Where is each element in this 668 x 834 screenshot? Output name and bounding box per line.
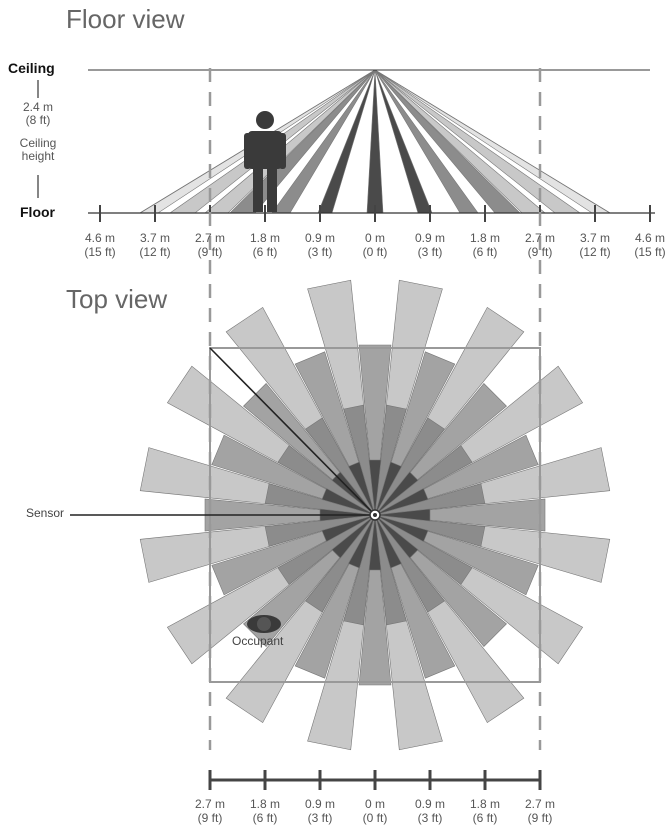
- core-beam: [321, 514, 376, 543]
- mid-beam: [358, 514, 392, 686]
- ceiling-height-caption: Ceiling: [19, 136, 57, 150]
- occupant-label: Occupant: [232, 634, 284, 648]
- ceiling-height-value-m: 2.4 m: [22, 100, 53, 114]
- floor-tick-label: 0.9 m (3 ft): [290, 231, 350, 259]
- floor-view-beams: [138, 69, 612, 214]
- core-beam: [368, 514, 382, 571]
- floor-tick-label: 1.8 m (6 ft): [235, 231, 295, 259]
- top-view-static: [70, 68, 542, 750]
- floor-tick-label: 4.6 m (15 ft): [620, 231, 668, 259]
- core-beam: [347, 514, 376, 569]
- floor-tick-label-ft: (9 ft): [197, 245, 223, 259]
- floor-tick-label: 4.6 m (15 ft): [70, 231, 130, 259]
- core-beam: [374, 487, 429, 516]
- core-beam: [374, 461, 403, 516]
- mid-beam: [358, 344, 392, 516]
- floor-tick-label: 2.7 m (9 ft): [510, 231, 570, 259]
- floor-tick-label-ft: (3 ft): [417, 245, 443, 259]
- bottom-tick-label: 0.9 m (3 ft): [290, 797, 350, 825]
- bottom-tick-label-ft: (9 ft): [527, 811, 553, 825]
- floor-tick-label-m: 0.9 m: [414, 231, 445, 245]
- bottom-tick-label-ft: (0 ft): [362, 811, 388, 825]
- floor-label: Floor: [20, 204, 55, 220]
- floor-tick-label-ft: (15 ft): [84, 245, 116, 259]
- ceiling-height-caption-2: height: [21, 149, 55, 163]
- top-view-beams: [139, 279, 611, 751]
- core-beam: [321, 487, 376, 516]
- corner-diagonal: [209, 347, 376, 516]
- bottom-axis: [208, 770, 542, 790]
- bottom-tick-label-m: 1.8 m: [469, 797, 500, 811]
- bottom-tick-label-m: 0.9 m: [304, 797, 335, 811]
- floor-tick-label-ft: (3 ft): [307, 245, 333, 259]
- bottom-tick-label-m: 2.7 m: [194, 797, 225, 811]
- floor-tick-label-ft: (9 ft): [527, 245, 553, 259]
- core-beam: [374, 514, 419, 559]
- floor-view-title: Floor view: [66, 4, 185, 34]
- ceiling-label: Ceiling: [8, 60, 55, 76]
- floor-tick-label-m: 0.9 m: [304, 231, 335, 245]
- floor-tick-label-m: 1.8 m: [249, 231, 280, 245]
- floor-view-axis: [37, 69, 655, 222]
- core-beam: [374, 471, 419, 516]
- floor-beam: [366, 69, 384, 214]
- bottom-tick-label: 1.8 m (6 ft): [455, 797, 515, 825]
- bottom-tick-label-ft: (9 ft): [197, 811, 223, 825]
- person-icon: [244, 111, 286, 212]
- bottom-tick-label: 0.9 m (3 ft): [400, 797, 460, 825]
- beam-edge: [374, 69, 611, 214]
- floor-tick-label-ft: (12 ft): [139, 245, 171, 259]
- core-beam: [374, 508, 431, 522]
- floor-beam: [374, 69, 479, 214]
- floor-tick-label-m: 3.7 m: [139, 231, 170, 245]
- floor-tick-label: 0 m (0 ft): [345, 231, 405, 259]
- floor-tick-label: 2.7 m (9 ft): [180, 231, 240, 259]
- floor-tick-label-m: 4.6 m: [84, 231, 115, 245]
- bottom-tick-label-m: 0 m: [364, 797, 385, 811]
- bottom-tick-label-ft: (3 ft): [417, 811, 443, 825]
- core-beam: [374, 514, 403, 569]
- floor-tick-label-m: 0 m: [364, 231, 385, 245]
- floor-tick-label-m: 4.6 m: [634, 231, 665, 245]
- floor-tick-label-ft: (6 ft): [252, 245, 278, 259]
- bottom-tick-label-ft: (6 ft): [472, 811, 498, 825]
- floor-tick-label-ft: (15 ft): [634, 245, 666, 259]
- floor-tick-label-m: 2.7 m: [194, 231, 225, 245]
- core-beam: [368, 459, 382, 516]
- bottom-tick-label: 1.8 m (6 ft): [235, 797, 295, 825]
- floor-tick-label-ft: (6 ft): [472, 245, 498, 259]
- core-beam: [331, 514, 376, 559]
- occupant-icon: [247, 615, 281, 633]
- ceiling-height-value-ft: (8 ft): [25, 113, 51, 127]
- bottom-tick-label: 0 m (0 ft): [345, 797, 405, 825]
- top-view-title: Top view: [66, 284, 168, 314]
- floor-tick-label: 3.7 m (12 ft): [125, 231, 185, 259]
- core-beam: [347, 461, 376, 516]
- floor-tick-label-m: 1.8 m: [469, 231, 500, 245]
- bottom-tick-label: 2.7 m (9 ft): [180, 797, 240, 825]
- floor-tick-label: 1.8 m (6 ft): [455, 231, 515, 259]
- floor-tick-label: 0.9 m (3 ft): [400, 231, 460, 259]
- mid-beam: [374, 498, 546, 532]
- bottom-tick-label-m: 0.9 m: [414, 797, 445, 811]
- floor-beam: [271, 69, 376, 214]
- bottom-tick-label-ft: (6 ft): [252, 811, 278, 825]
- floor-tick-label-ft: (0 ft): [362, 245, 388, 259]
- bottom-tick-label-m: 2.7 m: [524, 797, 555, 811]
- floor-tick-label: 3.7 m (12 ft): [565, 231, 625, 259]
- core-beam: [374, 514, 429, 543]
- bottom-tick-label: 2.7 m (9 ft): [510, 797, 570, 825]
- bottom-tick-label-ft: (3 ft): [307, 811, 333, 825]
- sensor-icon-dot: [373, 513, 377, 517]
- floor-tick-label-m: 2.7 m: [524, 231, 555, 245]
- floor-tick-label-m: 3.7 m: [579, 231, 610, 245]
- bottom-tick-label-m: 1.8 m: [249, 797, 280, 811]
- floor-tick-label-ft: (12 ft): [579, 245, 611, 259]
- sensor-label: Sensor: [25, 506, 64, 520]
